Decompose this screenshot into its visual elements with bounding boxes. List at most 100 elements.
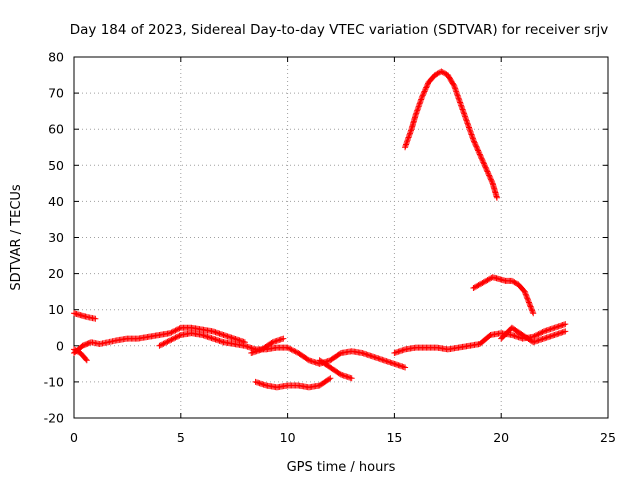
data-point bbox=[471, 138, 478, 145]
data-point bbox=[526, 300, 533, 307]
data-point bbox=[327, 375, 334, 382]
data-point bbox=[483, 165, 490, 172]
data-point bbox=[440, 69, 447, 76]
data-point bbox=[472, 283, 479, 290]
data-point bbox=[484, 277, 491, 284]
data-point bbox=[487, 275, 494, 282]
data-point bbox=[486, 172, 493, 179]
data-point bbox=[293, 349, 300, 356]
series-arc-7 bbox=[252, 375, 334, 391]
data-point bbox=[473, 144, 480, 151]
grid bbox=[74, 57, 608, 418]
data-point bbox=[511, 279, 518, 286]
data-point bbox=[438, 68, 445, 75]
data-point bbox=[423, 83, 430, 90]
data-point bbox=[481, 161, 488, 168]
data-point bbox=[478, 154, 485, 161]
data-point bbox=[487, 175, 494, 182]
data-point bbox=[287, 345, 294, 352]
data-point bbox=[171, 328, 178, 335]
data-point bbox=[175, 333, 182, 340]
data-point bbox=[159, 341, 166, 348]
data-point bbox=[483, 167, 490, 174]
y-tick-label: 30 bbox=[48, 230, 64, 245]
series-arc-6 bbox=[248, 335, 287, 357]
series-arc-11 bbox=[402, 68, 500, 201]
data-point bbox=[175, 326, 182, 333]
data-point bbox=[486, 173, 493, 180]
data-point bbox=[528, 306, 535, 313]
data-point bbox=[522, 290, 529, 297]
data-point bbox=[522, 291, 529, 298]
data-point bbox=[336, 350, 343, 357]
data-point bbox=[268, 339, 275, 346]
data-point bbox=[176, 325, 183, 332]
data-point bbox=[531, 333, 538, 340]
data-point bbox=[521, 288, 528, 295]
data-point bbox=[480, 159, 487, 166]
series-arc-8 bbox=[316, 357, 355, 382]
data-point bbox=[435, 69, 442, 76]
data-point bbox=[167, 330, 174, 337]
data-point bbox=[176, 332, 183, 339]
data-point bbox=[285, 345, 292, 352]
data-point bbox=[529, 307, 536, 314]
data-point bbox=[525, 298, 532, 305]
data-point bbox=[482, 164, 489, 171]
data-point bbox=[73, 347, 80, 354]
data-point bbox=[472, 142, 479, 149]
x-tick-label: 25 bbox=[600, 430, 616, 445]
data-point bbox=[525, 299, 532, 306]
data-point bbox=[439, 69, 446, 76]
data-point bbox=[167, 337, 174, 344]
data-point bbox=[348, 375, 355, 382]
data-point bbox=[480, 279, 487, 286]
data-point bbox=[72, 347, 79, 354]
data-point bbox=[163, 339, 170, 346]
data-point bbox=[510, 278, 517, 285]
data-point bbox=[471, 139, 478, 146]
data-point bbox=[562, 328, 569, 335]
data-point bbox=[538, 329, 545, 336]
data-point bbox=[284, 344, 291, 351]
data-point bbox=[326, 376, 333, 383]
data-point bbox=[527, 303, 534, 310]
data-point bbox=[480, 160, 487, 167]
data-point bbox=[512, 279, 519, 286]
data-point bbox=[489, 179, 496, 186]
data-point bbox=[280, 335, 287, 342]
data-point bbox=[473, 143, 480, 150]
data-point bbox=[92, 315, 99, 322]
data-point bbox=[74, 348, 81, 355]
data-point bbox=[169, 328, 176, 335]
data-point bbox=[534, 331, 541, 338]
data-point bbox=[479, 156, 486, 163]
data-point bbox=[529, 308, 536, 315]
data-point bbox=[292, 348, 299, 355]
axis-ticks: 0 5 10 15 20 25 -20 -10 0 10 20 30 40 50 60 70 80 bbox=[44, 50, 616, 446]
x-tick-label: 15 bbox=[386, 430, 402, 445]
data-point bbox=[419, 92, 426, 99]
data-point bbox=[527, 302, 534, 309]
data-point bbox=[478, 155, 485, 162]
data-point bbox=[530, 333, 537, 340]
y-tick-label: 20 bbox=[48, 266, 64, 281]
series-arc-2 bbox=[71, 324, 248, 357]
data-point bbox=[524, 295, 531, 302]
data-point bbox=[157, 342, 164, 349]
data-point bbox=[488, 177, 495, 184]
data-point bbox=[419, 93, 426, 100]
data-point bbox=[479, 158, 486, 165]
x-tick-label: 10 bbox=[280, 430, 296, 445]
data-point bbox=[483, 277, 490, 284]
data-point bbox=[168, 329, 175, 336]
series-arc-4 bbox=[156, 330, 227, 349]
x-axis-label: GPS time / hours bbox=[287, 460, 396, 475]
data-point bbox=[481, 278, 488, 285]
data-point bbox=[422, 85, 429, 92]
data-point bbox=[421, 88, 428, 95]
data-point bbox=[431, 72, 438, 79]
data-point bbox=[289, 347, 296, 354]
data-point bbox=[161, 340, 168, 347]
